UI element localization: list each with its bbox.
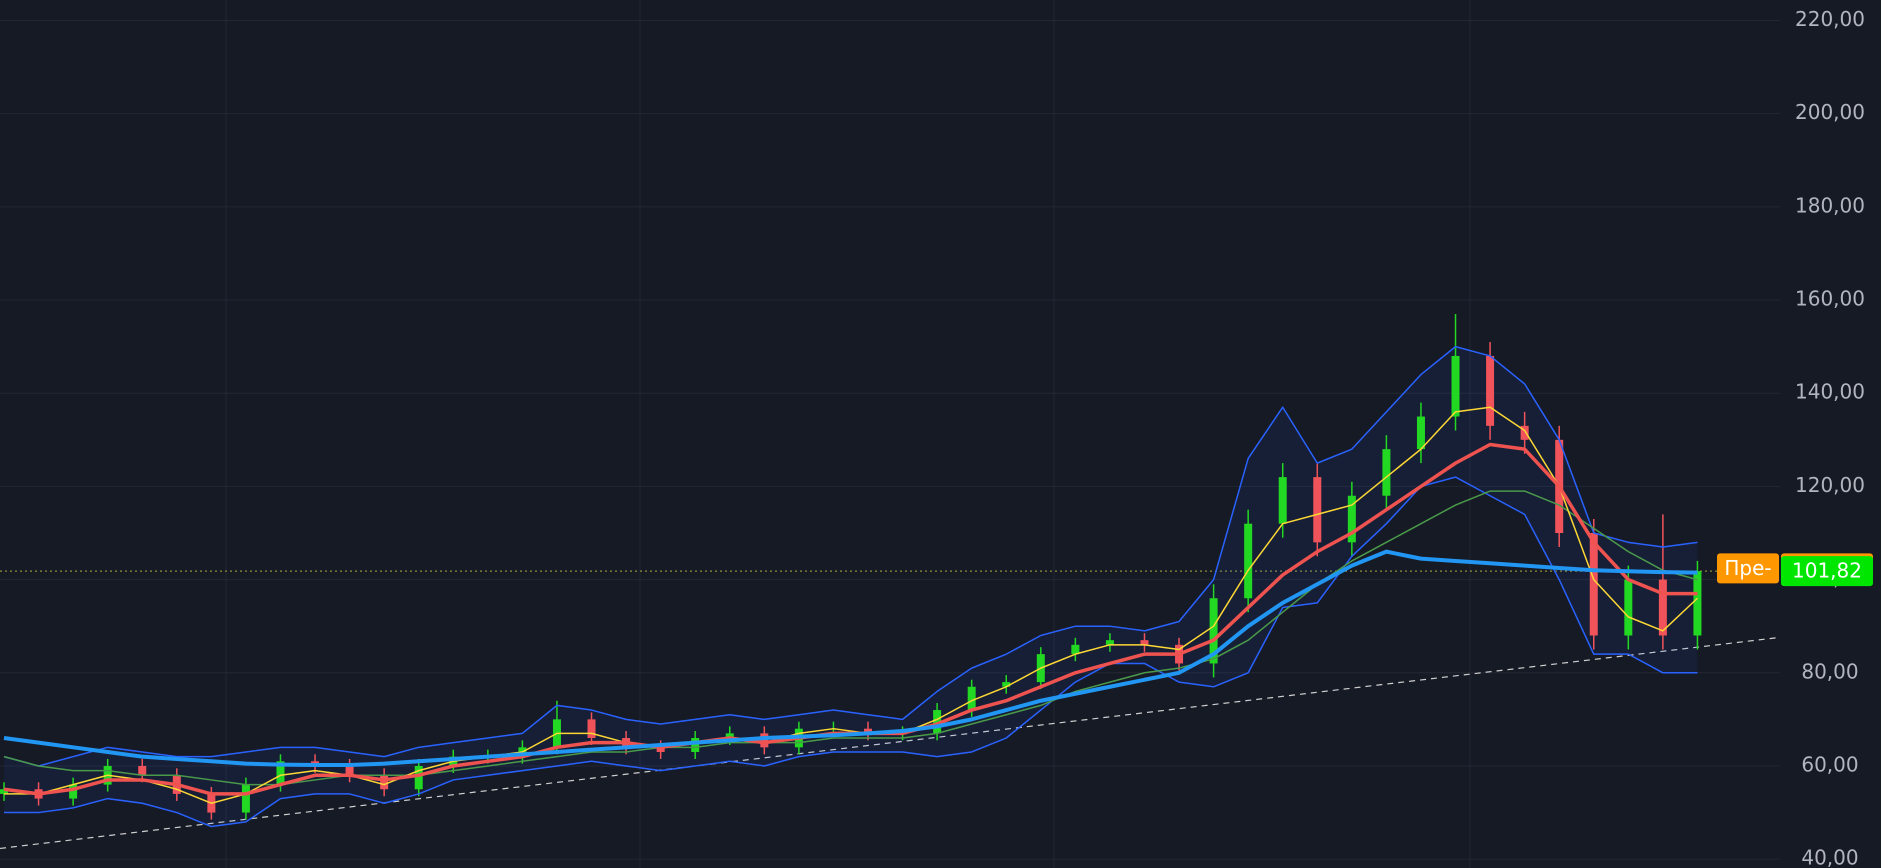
indicator-line	[4, 406, 1698, 804]
price-tag	[1781, 556, 1873, 587]
candle-body	[276, 761, 285, 785]
candle-body	[1416, 416, 1425, 450]
candle-body	[760, 733, 769, 748]
candle-body	[1624, 579, 1633, 636]
candle-body	[725, 733, 734, 739]
candle-body	[1486, 355, 1495, 426]
candle-body	[1589, 533, 1598, 636]
candle-body	[1105, 640, 1114, 645]
candle-body	[1278, 477, 1287, 524]
y-tick-label: 140,00	[1795, 380, 1865, 404]
candle-body	[691, 738, 700, 752]
candle-body	[656, 747, 665, 752]
candle-body	[933, 710, 942, 734]
candle-body	[345, 765, 354, 776]
candle-body	[967, 686, 976, 711]
y-tick-label: 80,00	[1801, 659, 1858, 683]
price-tag-name: Пре-	[1724, 556, 1771, 580]
indicator-line	[4, 476, 1698, 828]
band-fill	[4, 346, 1698, 827]
indicator-line	[3, 549, 1698, 768]
candle-body	[241, 784, 250, 813]
candle-body	[0, 789, 8, 794]
y-tick-label: 120,00	[1795, 473, 1865, 497]
candle-body	[1520, 425, 1529, 440]
price-tag-label: 101,82	[1792, 559, 1862, 583]
candle-body	[1451, 355, 1460, 417]
candle-body	[864, 728, 872, 734]
y-tick-label: 60,00	[1801, 752, 1858, 776]
y-tick-label: 180,00	[1795, 193, 1865, 217]
candle-body	[380, 775, 389, 790]
candle-body	[1658, 579, 1667, 636]
price-tag-name-box	[1717, 553, 1779, 584]
candle-body	[1313, 477, 1322, 543]
candle-body	[1140, 640, 1149, 645]
indicator-line	[3, 345, 1698, 767]
candle-body	[587, 719, 596, 739]
candle-body	[1347, 495, 1356, 543]
y-tick-label: 220,00	[1795, 7, 1865, 31]
candle-body	[1002, 682, 1011, 687]
candle-body	[1693, 571, 1702, 636]
candle-body	[1209, 598, 1218, 664]
candle-body	[138, 765, 147, 776]
y-tick-label: 40,00	[1801, 846, 1858, 868]
candle-body	[1244, 523, 1253, 599]
candle-body	[414, 765, 423, 790]
y-tick-label: 200,00	[1795, 100, 1865, 124]
y-tick-label: 160,00	[1795, 287, 1865, 311]
candle-body	[1382, 449, 1391, 496]
candle-body	[69, 784, 78, 799]
trendline	[0, 636, 1781, 850]
candle-body	[1071, 644, 1080, 655]
